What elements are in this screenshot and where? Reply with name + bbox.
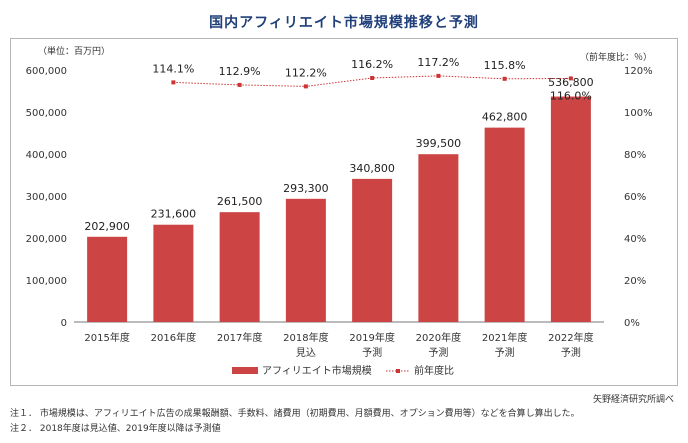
bar-value-label: 399,500 <box>416 137 462 150</box>
bar <box>153 224 194 322</box>
x-tick-label: 予測 <box>495 346 515 359</box>
footnote-2: 注２． 2018年度は見込値、2019年度以降は予測値 <box>10 424 221 434</box>
x-tick-label: 2017年度 <box>217 331 262 344</box>
x-tick-label: 予測 <box>428 346 448 359</box>
chart-title: 国内アフィリエイト市場規模推移と予測 <box>209 15 479 31</box>
ratio-value-label: 116.0% <box>550 89 592 102</box>
chart-frame <box>10 38 678 386</box>
y-right-tick-label: 20% <box>624 276 646 287</box>
ratio-point <box>502 76 507 81</box>
y-right-tick-label: 0% <box>624 318 640 329</box>
ratio-value-label: 112.9% <box>219 65 261 78</box>
x-tick-label: 予測 <box>362 346 382 359</box>
y-left-tick-label: 500,000 <box>26 108 67 119</box>
bar-value-label: 293,300 <box>283 182 329 195</box>
bar <box>219 212 260 322</box>
footnote-1: 注１． 市場規模は、アフィリエイト広告の成果報酬額、手数料、諸費用（初期費用、月… <box>10 409 580 419</box>
ratio-point <box>370 75 375 80</box>
y-right-tick-label: 80% <box>624 150 646 161</box>
ratio-value-label: 117.2% <box>417 56 459 69</box>
legend-line-label: 前年度比 <box>414 364 454 377</box>
ratio-point <box>568 76 573 81</box>
bar <box>418 154 459 322</box>
bar-value-label: 261,500 <box>217 195 263 208</box>
y-right-tick-label: 40% <box>624 234 646 245</box>
y-right-tick-label: 120% <box>624 66 653 77</box>
ratio-value-label: 114.1% <box>152 62 194 75</box>
y-right-tick-label: 100% <box>624 108 653 119</box>
ratio-value-label: 115.8% <box>484 59 526 72</box>
legend-bar-swatch <box>232 367 258 374</box>
ratio-point <box>171 80 176 85</box>
legend-bar-label: アフィリエイト市場規模 <box>262 364 372 377</box>
bar-value-label: 231,600 <box>151 208 197 221</box>
x-tick-label: 予測 <box>561 346 581 359</box>
ratio-point <box>237 82 242 87</box>
y-left-tick-label: 0 <box>61 318 67 329</box>
left-axis-unit: （単位：百万円） <box>38 45 110 57</box>
x-tick-label: 見込 <box>296 347 316 359</box>
x-tick-label: 2015年度 <box>84 331 129 344</box>
y-left-tick-label: 600,000 <box>26 66 67 77</box>
bar <box>550 96 591 322</box>
x-tick-label: 2019年度 <box>349 331 394 344</box>
y-left-tick-label: 200,000 <box>26 234 67 245</box>
bar <box>352 178 393 322</box>
source-credit: 矢野経済研究所調べ <box>592 395 674 405</box>
legend-line-marker <box>396 369 400 373</box>
x-tick-label: 2021年度 <box>482 331 527 344</box>
bar <box>87 236 128 322</box>
x-tick-label: 2016年度 <box>151 331 196 344</box>
ratio-point <box>303 84 308 89</box>
y-right-tick-label: 60% <box>624 192 646 203</box>
bar <box>484 127 525 323</box>
bar-value-label: 340,800 <box>349 162 395 175</box>
right-axis-unit: （前年度比：％） <box>580 51 652 63</box>
bar-value-label: 202,900 <box>84 220 130 233</box>
y-left-tick-label: 100,000 <box>26 276 67 287</box>
y-left-tick-label: 300,000 <box>26 192 67 203</box>
ratio-value-label: 112.2% <box>285 66 327 79</box>
ratio-point <box>436 73 441 78</box>
ratio-value-label: 116.2% <box>351 58 393 71</box>
y-left-tick-label: 400,000 <box>26 150 67 161</box>
x-tick-label: 2022年度 <box>548 331 593 344</box>
bar <box>285 198 326 322</box>
bar-value-label: 536,800 <box>548 76 594 89</box>
x-tick-label: 2018年度 <box>283 331 328 344</box>
x-tick-label: 2020年度 <box>416 331 461 344</box>
bar-value-label: 462,800 <box>482 111 528 124</box>
